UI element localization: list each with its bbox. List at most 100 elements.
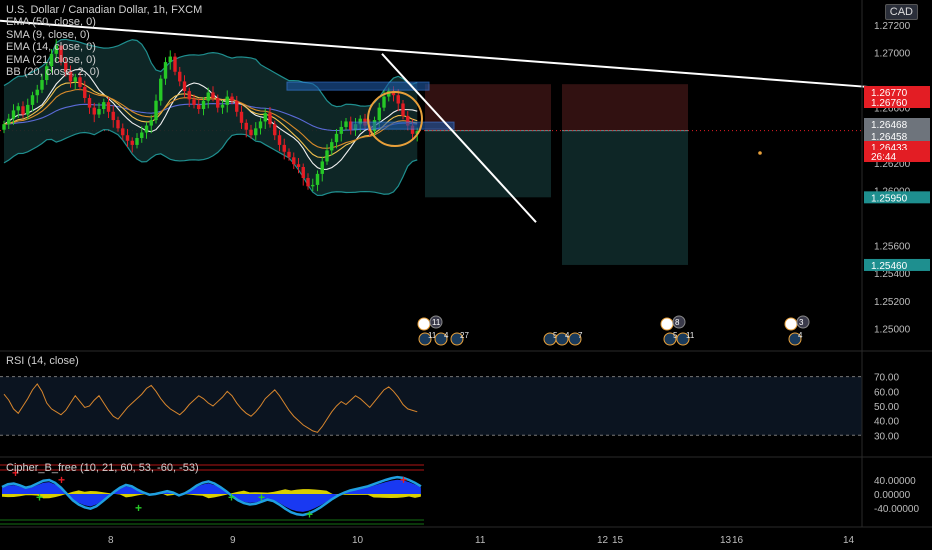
candle-body[interactable] [106,102,111,112]
candle-body[interactable] [230,96,234,101]
candle-body[interactable] [244,122,248,130]
candle-body[interactable] [206,92,210,101]
candle-body[interactable] [349,121,353,130]
candle-body[interactable] [163,62,168,79]
candle-body[interactable] [320,161,324,174]
candle-body[interactable] [330,142,334,151]
candle-body[interactable] [45,66,49,81]
event-count-badge[interactable] [672,315,686,329]
candle-body[interactable] [83,86,87,98]
candle-body[interactable] [40,80,44,90]
event-country-icon[interactable] [788,332,802,346]
candle-body[interactable] [277,135,282,145]
candle-body[interactable] [116,120,120,129]
event-flag-icon[interactable] [417,317,431,331]
candle-body[interactable] [306,178,310,187]
candle-body[interactable] [391,91,396,96]
candle-body[interactable] [197,104,201,110]
stop-loss-zone[interactable] [562,84,688,131]
ema-14-line[interactable] [3,81,418,159]
candle-body[interactable] [59,45,63,63]
candle-body[interactable] [225,96,229,105]
event-country-icon[interactable] [555,332,569,346]
candle-body[interactable] [401,103,405,116]
rsi-label[interactable]: RSI (14, close) [6,355,79,367]
event-flag-icon[interactable] [660,317,674,331]
candle-body[interactable] [406,115,410,126]
candle-body[interactable] [268,113,272,125]
candle-body[interactable] [249,129,253,136]
event-country-icon[interactable] [450,332,464,346]
rsi-line[interactable] [3,383,418,433]
candle-body[interactable] [182,81,187,92]
candle-body[interactable] [315,173,320,185]
candle-body[interactable] [258,121,263,129]
candle-body[interactable] [97,109,101,115]
candle-body[interactable] [358,118,362,125]
bollinger-lower-band[interactable] [3,129,418,197]
candle-body[interactable] [87,97,92,108]
candle-body[interactable] [311,184,315,187]
candle-body[interactable] [49,53,54,67]
candle-body[interactable] [168,56,172,63]
candle-body[interactable] [135,138,139,145]
candle-body[interactable] [415,131,419,134]
resistance-box[interactable] [286,81,430,91]
event-country-icon[interactable] [663,332,677,346]
candle-body[interactable] [239,111,244,123]
descending-trend-line[interactable] [0,19,869,88]
candle-body[interactable] [396,95,400,104]
price-label-red[interactable] [864,96,930,108]
event-country-icon[interactable] [568,332,582,346]
candle-body[interactable] [7,118,11,125]
indicator-bb[interactable]: BB (20, close, 2, 0) [6,66,100,79]
candle-body[interactable] [201,100,206,110]
indicator-sma9[interactable]: SMA (9, close, 0) [6,28,90,41]
candle-body[interactable] [325,150,329,162]
candle-body[interactable] [377,107,381,121]
candle-body[interactable] [149,120,153,126]
candle-body[interactable] [254,128,258,136]
event-count-badge[interactable] [796,315,810,329]
candle-body[interactable] [301,166,305,179]
candle-body[interactable] [111,111,115,121]
ema-21-line[interactable] [3,88,418,149]
take-profit-zone[interactable] [562,130,688,265]
candle-body[interactable] [21,106,25,115]
price-label-gray[interactable] [864,118,930,130]
candle-body[interactable] [178,71,182,82]
candle-body[interactable] [78,77,82,87]
candle-body[interactable] [121,128,125,136]
breakdown-projection-line[interactable] [381,53,537,223]
sma-9-line[interactable] [3,68,418,170]
event-country-icon[interactable] [676,332,690,346]
candle-body[interactable] [16,106,20,111]
candle-body[interactable] [173,56,177,72]
candle-body[interactable] [102,102,106,110]
price-pane[interactable]: 11 8 311 4 27 5 4 7 5 11 4 [0,19,869,346]
candle-body[interactable] [92,107,96,115]
candle-body[interactable] [144,125,149,133]
resistance-box[interactable] [351,121,455,130]
candle-body[interactable] [159,78,163,101]
pattern-circle[interactable] [367,91,423,147]
candle-body[interactable] [64,62,68,72]
candle-body[interactable] [216,97,220,108]
candle-body[interactable] [30,95,35,105]
indicator-ema21[interactable]: EMA (21, close, 0) [6,53,96,66]
currency-badge[interactable]: CAD [884,4,918,20]
candle-body[interactable] [73,77,77,82]
candle-body[interactable] [344,121,348,127]
candle-body[interactable] [410,125,415,134]
event-flag-icon[interactable] [784,317,798,331]
ema-50-line[interactable] [3,102,418,132]
candle-body[interactable] [2,124,6,130]
candle-body[interactable] [382,96,386,108]
candle-body[interactable] [282,144,286,152]
candle-body[interactable] [220,104,225,108]
candle-body[interactable] [263,113,267,122]
candle-body[interactable] [334,133,339,143]
indicator-ema50[interactable]: EMA (50, close, 0) [6,16,96,29]
candle-body[interactable] [387,91,391,97]
